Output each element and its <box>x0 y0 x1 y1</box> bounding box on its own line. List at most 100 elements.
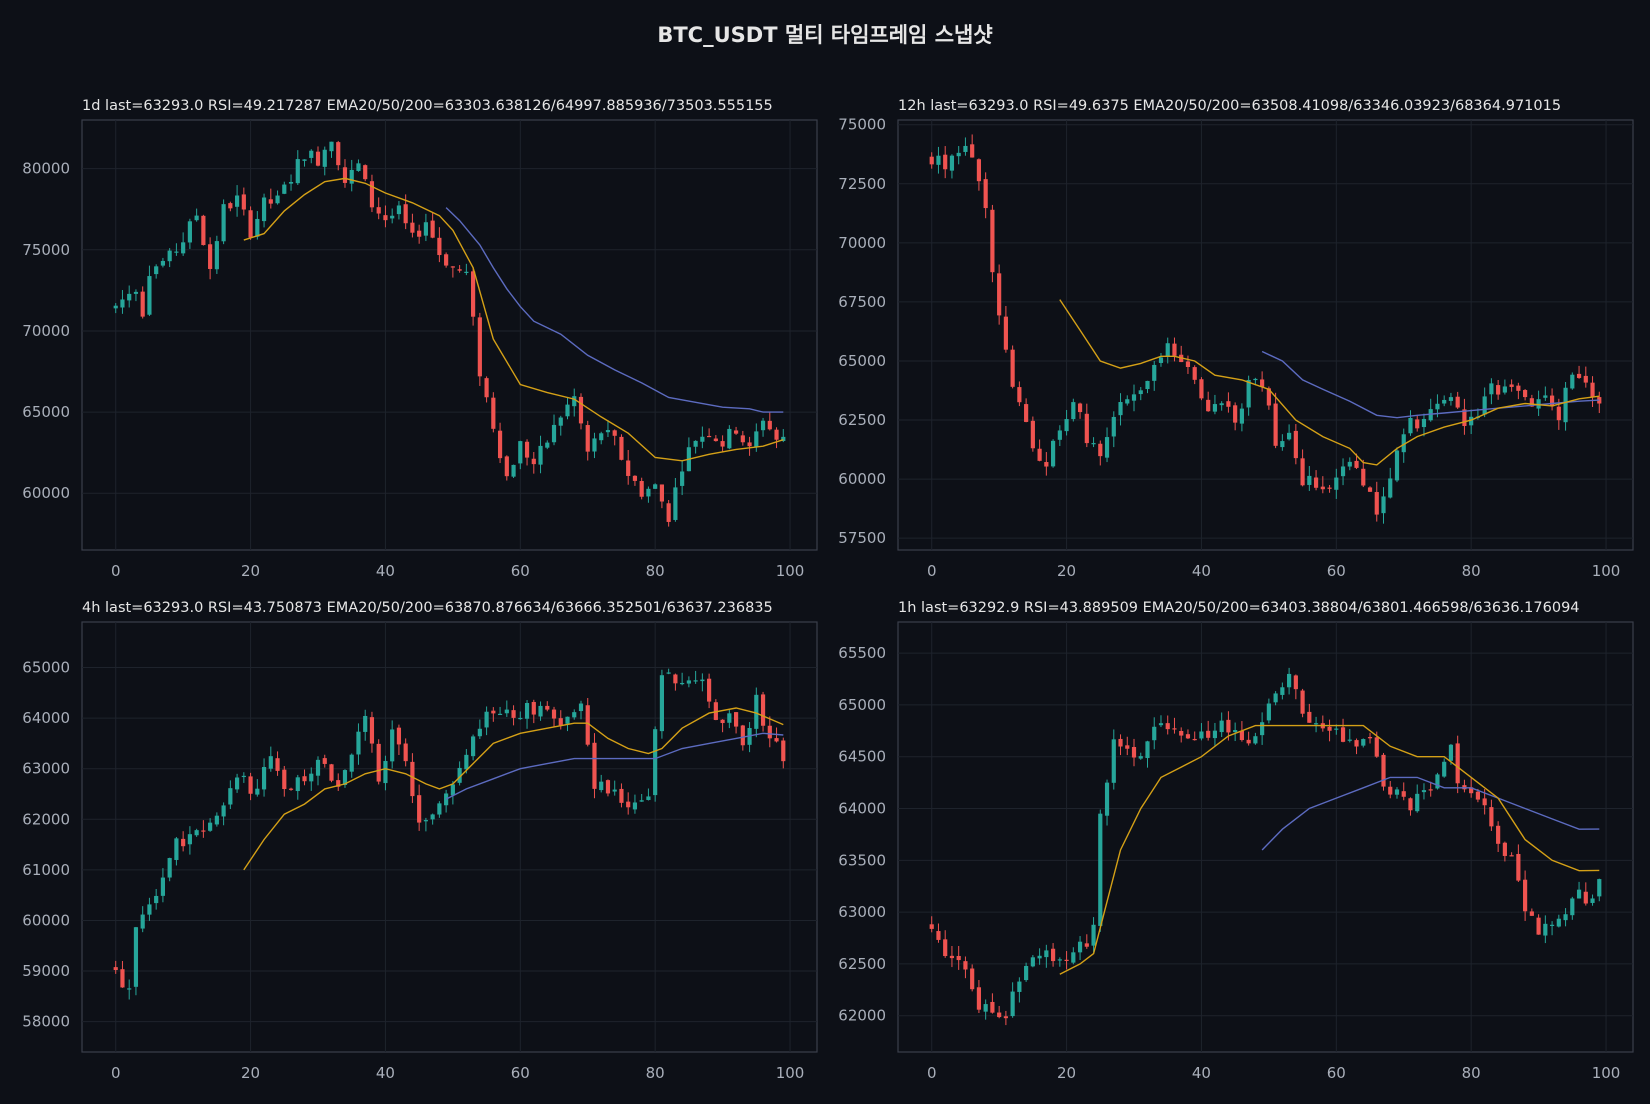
candle-up <box>127 285 132 308</box>
candle-body <box>1024 965 1029 981</box>
candle-body <box>504 709 509 714</box>
candle-body <box>1529 911 1534 916</box>
candle-down <box>659 484 664 509</box>
candle-body <box>565 404 570 417</box>
candle-down <box>997 264 1002 325</box>
candle-body <box>1246 739 1251 744</box>
candle-body <box>201 215 206 246</box>
candle-body <box>1233 730 1238 733</box>
candle-body <box>740 725 745 746</box>
candle-body <box>653 484 658 489</box>
candle-up <box>524 700 530 729</box>
candle-down <box>740 430 745 446</box>
candle-down <box>1367 732 1373 744</box>
candle-body <box>376 743 381 782</box>
candle-body <box>1293 675 1298 690</box>
candle-up <box>1421 783 1427 800</box>
candle-body <box>1185 361 1191 368</box>
candle-up <box>241 772 246 783</box>
candle-body <box>929 156 934 165</box>
candle-body <box>1334 477 1339 490</box>
candle-body <box>1246 379 1251 408</box>
candle-body <box>464 271 469 273</box>
y-tick-label: 60000 <box>22 911 70 929</box>
candle-body <box>147 904 152 915</box>
candle-body <box>1482 798 1487 806</box>
candle-down <box>1125 736 1130 756</box>
candle-up <box>356 159 361 172</box>
candle-down <box>511 705 516 726</box>
candle-down <box>376 739 381 785</box>
candle-body <box>686 680 691 684</box>
candle-body <box>1502 386 1507 393</box>
candle-down <box>632 475 638 486</box>
candle-body <box>680 682 685 685</box>
y-tick-label: 62000 <box>838 1007 886 1025</box>
x-tick-label: 80 <box>646 1064 665 1082</box>
candle-body <box>727 713 732 723</box>
candle-down <box>1590 376 1595 408</box>
candle-up <box>450 781 455 805</box>
candle-up <box>1118 393 1123 426</box>
candle-body <box>329 141 334 152</box>
candle-down <box>1051 943 1056 967</box>
candle-down <box>1361 459 1366 488</box>
candle-up <box>612 780 617 796</box>
candle-up <box>390 208 395 224</box>
candle-body <box>1003 316 1008 350</box>
candle-down <box>1313 470 1319 491</box>
candle-body <box>572 712 577 718</box>
candle-body <box>781 436 786 441</box>
candle-body <box>1334 728 1339 730</box>
candle-down <box>767 716 772 748</box>
candle-down <box>1199 377 1204 401</box>
candle-body <box>558 718 563 726</box>
candle-up <box>423 213 428 242</box>
candle-body <box>976 987 982 1010</box>
candle-down <box>720 435 725 453</box>
candle-body <box>983 1004 988 1012</box>
candle-body <box>936 931 941 940</box>
candle-up <box>1381 487 1386 524</box>
candle-down <box>531 452 536 474</box>
candle-body <box>1442 761 1447 777</box>
candle-body <box>760 694 766 726</box>
candle-down <box>929 916 934 933</box>
candle-body <box>727 428 732 449</box>
candle-body <box>1435 403 1440 410</box>
candle-body <box>484 378 489 398</box>
candle-up <box>423 817 428 832</box>
candle-body <box>1098 813 1103 926</box>
candle-body <box>261 767 267 790</box>
candle-up <box>147 897 152 921</box>
candle-up <box>518 711 523 720</box>
candle-up <box>127 979 132 1000</box>
candle-down <box>1549 388 1555 411</box>
candle-down <box>605 779 611 797</box>
candle-body <box>302 776 307 782</box>
candle-up <box>956 146 961 165</box>
candle-down <box>1293 424 1298 465</box>
candle-up <box>1051 439 1056 468</box>
candle-up <box>140 906 145 933</box>
candle-down <box>1502 841 1507 862</box>
candle-down <box>1185 729 1191 740</box>
candle-body <box>268 199 273 204</box>
candle-body <box>383 215 388 221</box>
candle-body <box>592 742 597 789</box>
candle-body <box>1199 379 1204 399</box>
candle-down <box>1374 481 1379 522</box>
candle-down <box>774 427 779 449</box>
x-tick-label: 60 <box>511 562 530 580</box>
candle-up <box>1502 379 1507 395</box>
candle-body <box>390 215 395 219</box>
candle-down <box>531 699 536 724</box>
candle-body <box>693 680 698 682</box>
candle-down <box>639 477 644 500</box>
candle-down <box>329 763 334 783</box>
candle-body <box>1179 730 1184 736</box>
candle-body <box>1367 487 1373 492</box>
candle-body <box>1489 807 1494 827</box>
